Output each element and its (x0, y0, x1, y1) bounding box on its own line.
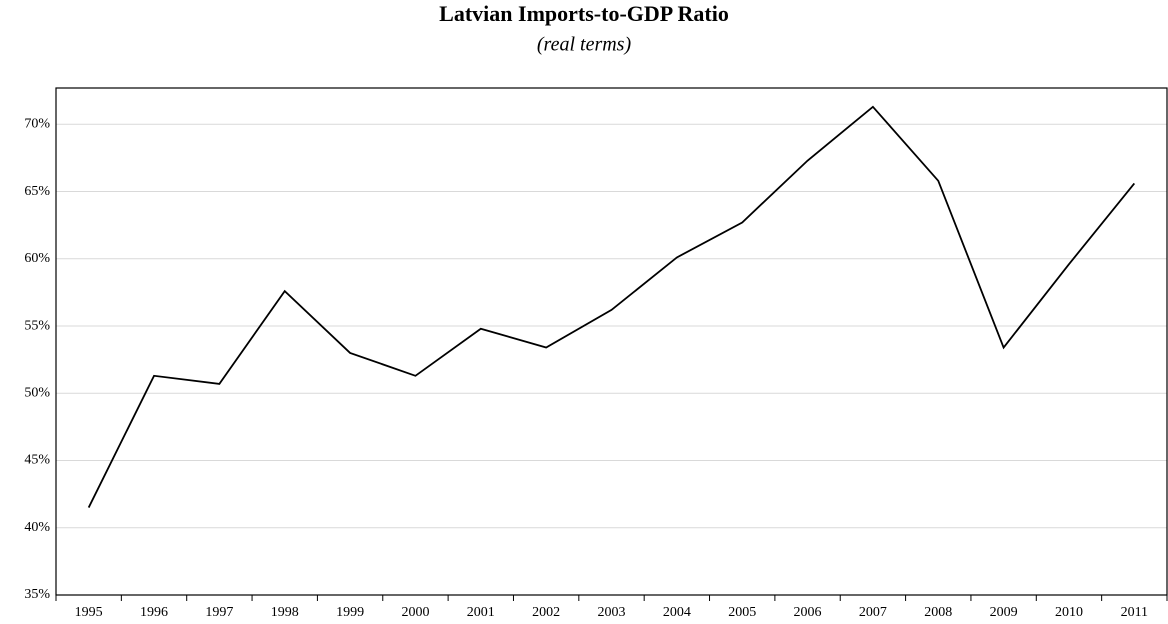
x-tick-label: 2004 (663, 605, 691, 620)
x-tick-label: 2009 (990, 605, 1018, 620)
y-tick-label: 70% (24, 117, 50, 132)
plot-border (55, 87, 1168, 596)
x-tick-label: 2005 (728, 605, 756, 620)
y-tick-label: 40% (24, 520, 50, 535)
x-tick-label: 2007 (859, 605, 887, 620)
data-line (87, 105, 1136, 508)
chart-subtitle: (real terms) (537, 34, 632, 56)
x-tick-label: 1997 (205, 605, 233, 620)
x-tick-label: 2003 (598, 605, 626, 620)
y-tick-label: 50% (24, 385, 50, 400)
x-tick-label: 1998 (271, 605, 299, 620)
x-tick-label: 2011 (1121, 605, 1148, 620)
x-tick-label: 1999 (336, 605, 364, 620)
x-tick-label: 1995 (75, 605, 103, 620)
y-tick-label: 45% (24, 453, 50, 468)
y-tick-label: 55% (24, 318, 50, 333)
x-tick-label: 2006 (794, 605, 822, 620)
y-tick-label: 35% (24, 587, 50, 602)
y-tick-label: 65% (24, 184, 50, 199)
x-tick-label: 2008 (924, 605, 952, 620)
x-tick-label: 2010 (1055, 605, 1083, 620)
x-tick-label: 2002 (532, 605, 560, 620)
y-tick-label: 60% (24, 251, 50, 266)
x-tick-label: 2001 (467, 605, 495, 620)
x-tick-label: 2000 (401, 605, 429, 620)
chart-title: Latvian Imports-to-GDP Ratio (439, 1, 729, 26)
x-tick-label: 1996 (140, 605, 168, 620)
